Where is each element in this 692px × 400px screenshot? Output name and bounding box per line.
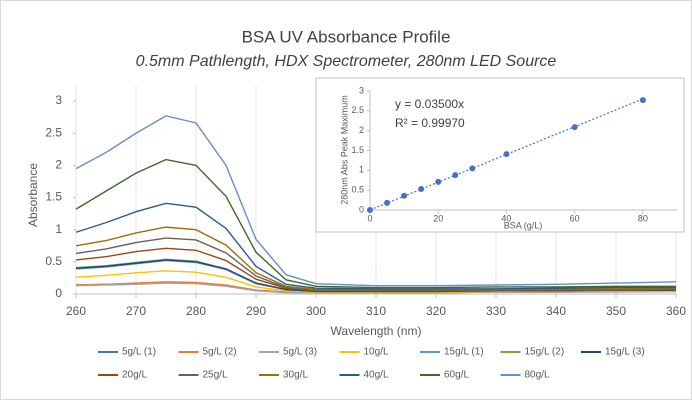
legend-label: 15g/L (2) (525, 347, 565, 358)
inset-frame (315, 77, 685, 233)
legend-label: 40g/L (364, 370, 389, 381)
data-point (639, 97, 646, 104)
x-tick-label: 80 (638, 213, 648, 223)
y-tick-label: 3 (359, 85, 364, 95)
data-point (469, 165, 476, 172)
x-tick-label: 360 (666, 304, 686, 318)
y-tick-label: 2 (359, 125, 364, 135)
x-tick-label: 290 (246, 304, 266, 318)
legend-label: 60g/L (444, 370, 469, 381)
legend-label: 30g/L (283, 370, 308, 381)
legend-label: 25g/L (203, 370, 228, 381)
data-line (75, 158, 676, 289)
chart-subtitle: 0.5mm Pathlength, HDX Spectrometer, 280n… (136, 53, 557, 70)
x-tick-label: 60 (570, 213, 580, 223)
data-point (452, 172, 459, 179)
inset-x-axis-title: BSA (g/L) (504, 220, 543, 230)
x-tick-label: 260 (66, 304, 86, 318)
inset-plot: 0 20 40 60 80 0 0.5 1 1.5 2 2.5 3 (351, 85, 677, 223)
x-tick-label: 330 (486, 304, 506, 318)
y-tick-label: 0.5 (45, 254, 62, 268)
y-axis-title: Absorbance (26, 163, 40, 227)
data-point (503, 151, 510, 158)
y-tick-label: 0.5 (351, 185, 364, 195)
x-tick-label: 20 (433, 213, 443, 223)
y-tick-label: 0 (359, 204, 364, 214)
y-tick-label: 0 (55, 286, 62, 300)
x-tick-label: 300 (306, 304, 326, 318)
legend-label: 15g/L (1) (444, 347, 484, 358)
inset-y-axis-title: 280nm Abs Peak Maximum (339, 95, 349, 205)
data-point (418, 185, 425, 192)
trendline-equation: y = 0.03500x (395, 97, 464, 111)
x-tick-label: 340 (546, 304, 566, 318)
y-tick-label: 1 (55, 222, 62, 236)
legend-label: 5g/L (2) (203, 347, 237, 358)
x-axis-title: Wavelength (nm) (331, 324, 422, 338)
x-tick-label: 350 (606, 304, 626, 318)
x-tick-label: 0 (367, 213, 372, 223)
data-point (384, 199, 391, 206)
y-tick-label: 2.5 (45, 125, 62, 139)
y-tick-label: 3 (55, 93, 62, 107)
data-point (401, 192, 408, 199)
data-line (75, 202, 676, 290)
x-tick-label: 270 (126, 304, 146, 318)
data-point (571, 124, 578, 131)
trendline (369, 98, 644, 211)
x-tick-label: 40 (501, 213, 511, 223)
y-tick-label: 1.5 (45, 190, 62, 204)
legend-label: 15g/L (3) (605, 347, 645, 358)
data-point (435, 178, 442, 185)
legend: 5g/L (1) 5g/L (2) 5g/L (3) 10g/L 15g/L (1) 15… (98, 347, 645, 381)
data-line (75, 115, 677, 287)
y-tick-label: 2.5 (351, 105, 364, 115)
x-tick-label: 320 (426, 304, 446, 318)
legend-label: 5g/L (3) (283, 347, 317, 358)
r-squared: R² = 0.99970 (395, 116, 465, 130)
legend-label: 5g/L (1) (122, 347, 156, 358)
legend-label: 20g/L (122, 370, 147, 381)
chart-title: BSA UV Absorbance Profile (242, 27, 451, 46)
legend-label: 80g/L (525, 370, 550, 381)
x-tick-label: 310 (366, 304, 386, 318)
data-point (367, 207, 373, 213)
y-tick-label: 1.5 (351, 145, 364, 155)
x-tick-label: 280 (186, 304, 206, 318)
y-tick-label: 2 (55, 158, 62, 172)
legend-label: 10g/L (364, 347, 389, 358)
y-tick-label: 1 (359, 165, 364, 175)
